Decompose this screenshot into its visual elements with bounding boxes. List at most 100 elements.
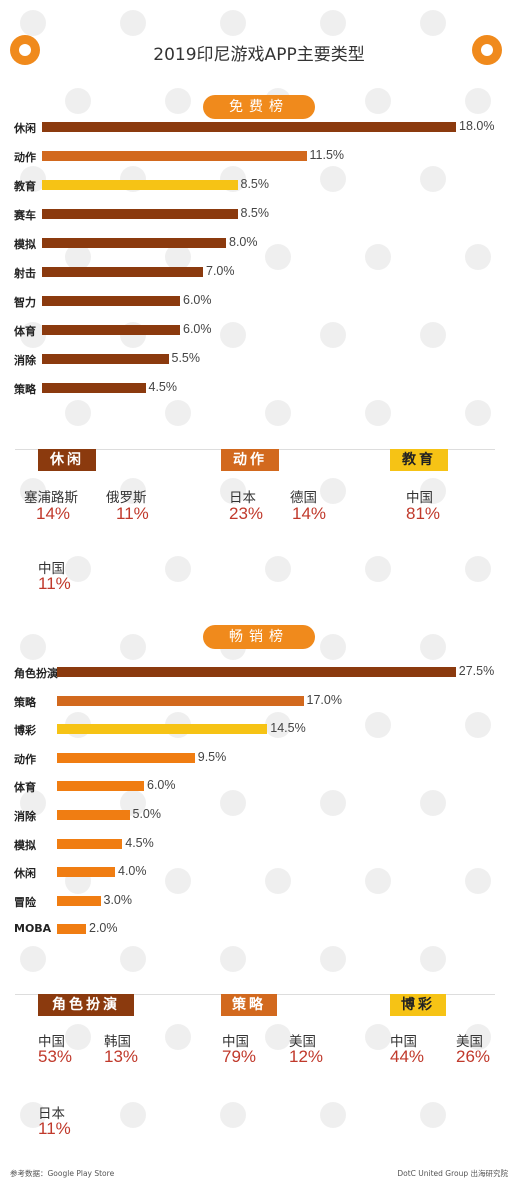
watermark-icon	[20, 634, 46, 660]
watermark-icon	[20, 946, 46, 972]
country-name: 美国	[289, 1034, 316, 1050]
bar	[57, 724, 268, 735]
watermark-icon	[165, 88, 191, 114]
watermark-icon	[165, 400, 191, 426]
watermark-icon	[465, 556, 491, 582]
watermark-icon	[320, 790, 346, 816]
watermark-icon	[120, 634, 146, 660]
value-label: 7.0%	[206, 264, 235, 278]
country-name: 美国	[456, 1034, 483, 1050]
country-pct: 23%	[229, 504, 264, 523]
bar	[57, 781, 144, 792]
country-pct: 14%	[36, 504, 71, 523]
watermark-icon	[420, 790, 446, 816]
bar	[57, 867, 115, 878]
tag-action: 动作	[221, 449, 279, 471]
country-pct: 44%	[390, 1047, 425, 1066]
brand-logo-left-icon	[10, 35, 40, 65]
bar	[57, 924, 86, 935]
value-label: 8.5%	[240, 177, 270, 191]
country-pct: 81%	[406, 504, 441, 523]
watermark-icon	[165, 244, 191, 270]
bar	[42, 238, 226, 248]
country-pct: 53%	[38, 1047, 73, 1066]
value-label: 11.5%	[309, 148, 345, 162]
watermark-icon	[220, 10, 246, 36]
value-label: 4.0%	[118, 864, 147, 879]
category-label: 策略	[14, 383, 36, 396]
watermark-icon	[20, 322, 46, 348]
country-pct: 12%	[289, 1047, 324, 1066]
value-label: 9.5%	[197, 749, 227, 764]
watermark-icon	[120, 10, 146, 36]
watermark-icon	[265, 244, 291, 270]
watermark-icon	[20, 1102, 46, 1128]
tag-strategy: 策略	[221, 994, 277, 1016]
category-label: 智力	[14, 296, 36, 309]
bar	[57, 667, 456, 677]
country-name: 中国	[390, 1034, 417, 1050]
watermark-icon	[265, 868, 291, 894]
watermark-icon	[320, 322, 346, 348]
country-name: 德国	[290, 490, 317, 506]
watermark-icon	[465, 712, 491, 738]
grossing-chart-pill: 畅销榜	[203, 625, 315, 649]
country-name: 中国	[406, 490, 433, 506]
category-label: 消除	[14, 810, 36, 823]
page-title: 2019印尼游戏APP主要类型	[153, 45, 365, 65]
free-chart-pill: 免费榜	[203, 95, 315, 119]
watermark-icon	[420, 478, 446, 504]
bar	[42, 151, 307, 161]
category-label: 休闲	[14, 122, 36, 135]
bar	[57, 752, 195, 763]
watermark-icon	[220, 322, 246, 348]
watermark-icon	[120, 1102, 146, 1128]
country-name: 俄罗斯	[106, 490, 147, 506]
watermark-icon	[165, 868, 191, 894]
country-pct: 11%	[38, 574, 71, 593]
watermark-icon	[465, 868, 491, 894]
watermark-icon	[65, 1024, 91, 1050]
value-label: 5.5%	[171, 351, 201, 365]
category-label: 体育	[14, 781, 36, 795]
watermark-icon	[120, 946, 146, 972]
watermark-icon	[320, 634, 346, 660]
value-label: 27.5%	[458, 664, 495, 678]
bar	[57, 810, 130, 820]
value-label: 4.5%	[125, 835, 154, 850]
bar	[42, 180, 238, 190]
category-label: 赛车	[14, 209, 36, 222]
category-label: 休闲	[14, 867, 36, 881]
value-label: 8.5%	[240, 206, 270, 220]
country-pct: 26%	[456, 1047, 491, 1066]
watermark-icon	[220, 790, 246, 816]
watermark-icon	[265, 556, 291, 582]
category-label: 消除	[14, 354, 36, 367]
footer-source: 参考数据：Google Play Store	[10, 1169, 115, 1178]
value-label: 5.0%	[132, 807, 162, 821]
category-label: 动作	[14, 752, 36, 766]
watermark-icon	[65, 88, 91, 114]
watermark-icon	[420, 10, 446, 36]
country-pct: 11%	[116, 504, 149, 523]
footer-credit: DotC United Group 出海研究院	[397, 1169, 508, 1178]
watermark-icon	[320, 1102, 346, 1128]
category-label: 射击	[14, 267, 36, 280]
category-label: 冒险	[14, 895, 36, 909]
watermark-icon	[420, 1102, 446, 1128]
watermark-icon	[465, 1024, 491, 1050]
watermark-icon	[365, 88, 391, 114]
watermark-icon	[20, 478, 46, 504]
category-label: MOBA	[14, 922, 52, 936]
country-name: 中国	[38, 561, 65, 577]
tag-education: 教育	[390, 449, 448, 471]
bar	[42, 383, 146, 393]
watermark-icon	[320, 166, 346, 192]
watermark-icon	[220, 1102, 246, 1128]
watermark-icon	[265, 1024, 291, 1050]
watermark-icon	[420, 166, 446, 192]
watermark-icon	[465, 400, 491, 426]
tag-casual: 休闲	[38, 449, 96, 471]
watermark-icon	[320, 478, 346, 504]
bar	[57, 695, 304, 706]
